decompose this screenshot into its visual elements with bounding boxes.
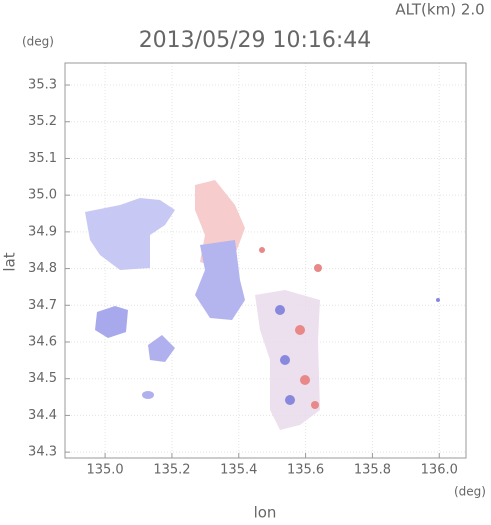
echo-region (295, 325, 305, 335)
echo-region (195, 240, 245, 320)
x-tick-label: 135.6 (287, 463, 324, 478)
y-tick-label: 34.7 (28, 298, 57, 313)
echo-region (311, 401, 319, 409)
y-tick-label: 34.5 (28, 371, 57, 386)
echo-region (85, 198, 175, 270)
x-tick-label: 135.0 (86, 463, 123, 478)
echo-region (436, 298, 440, 302)
echo-region (314, 264, 322, 272)
echo-region (259, 247, 265, 253)
y-tick-label: 34.6 (28, 334, 57, 349)
y-tick-label: 35.2 (28, 114, 57, 129)
y-tick-label: 34.9 (28, 224, 57, 239)
y-axis-label: lat (1, 252, 19, 271)
y-tick-label: 35.1 (28, 151, 57, 166)
x-axis-label: lon (254, 504, 277, 522)
x-unit: (deg) (454, 485, 486, 499)
y-tick-label: 34.3 (28, 445, 57, 460)
echo-region (285, 395, 295, 405)
x-tick-label: 136.0 (421, 463, 458, 478)
echo-region (142, 391, 154, 399)
y-tick-label: 35.3 (28, 78, 57, 93)
y-unit: (deg) (22, 35, 54, 49)
altitude-label: ALT(km) 2.0 (395, 1, 484, 19)
y-tick-label: 34.4 (28, 408, 57, 423)
echo-region (148, 335, 175, 362)
x-tick-label: 135.4 (220, 463, 257, 478)
chart-title: 2013/05/29 10:16:44 (139, 28, 372, 53)
echo-field (85, 180, 440, 430)
y-tick-label: 34.8 (28, 261, 57, 276)
echo-region (275, 305, 285, 315)
y-tick-label: 35.0 (28, 188, 57, 203)
plot-frame (64, 62, 467, 459)
echo-region (300, 375, 310, 385)
x-tick-label: 135.2 (153, 463, 190, 478)
echo-region (280, 355, 290, 365)
echo-region (95, 306, 128, 338)
x-tick-label: 135.8 (354, 463, 391, 478)
